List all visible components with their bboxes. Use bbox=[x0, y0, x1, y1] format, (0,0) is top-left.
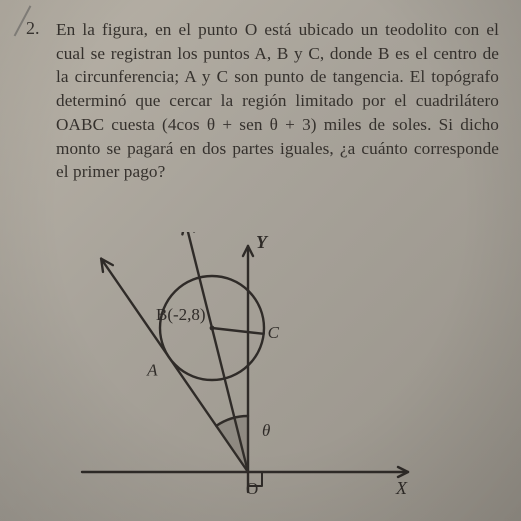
svg-text:C: C bbox=[268, 323, 280, 342]
svg-text:X: X bbox=[395, 478, 408, 498]
problem-text: En la figura, en el punto O está ubicado… bbox=[56, 18, 499, 184]
problem-block: 2. En la figura, en el punto O está ubic… bbox=[28, 18, 499, 184]
problem-number: 2. bbox=[26, 18, 40, 39]
page: 2. En la figura, en el punto O está ubic… bbox=[0, 0, 521, 521]
svg-text:B(-2,8): B(-2,8) bbox=[156, 305, 206, 324]
svg-text:Y: Y bbox=[256, 232, 269, 252]
svg-text:O: O bbox=[246, 479, 258, 498]
svg-text:A: A bbox=[146, 360, 158, 379]
svg-text:θ: θ bbox=[262, 421, 270, 440]
geometry-figure: Y X Oθ B(-2,8) A C bbox=[78, 232, 418, 512]
figure-svg: Y X Oθ B(-2,8) A C bbox=[78, 232, 418, 512]
